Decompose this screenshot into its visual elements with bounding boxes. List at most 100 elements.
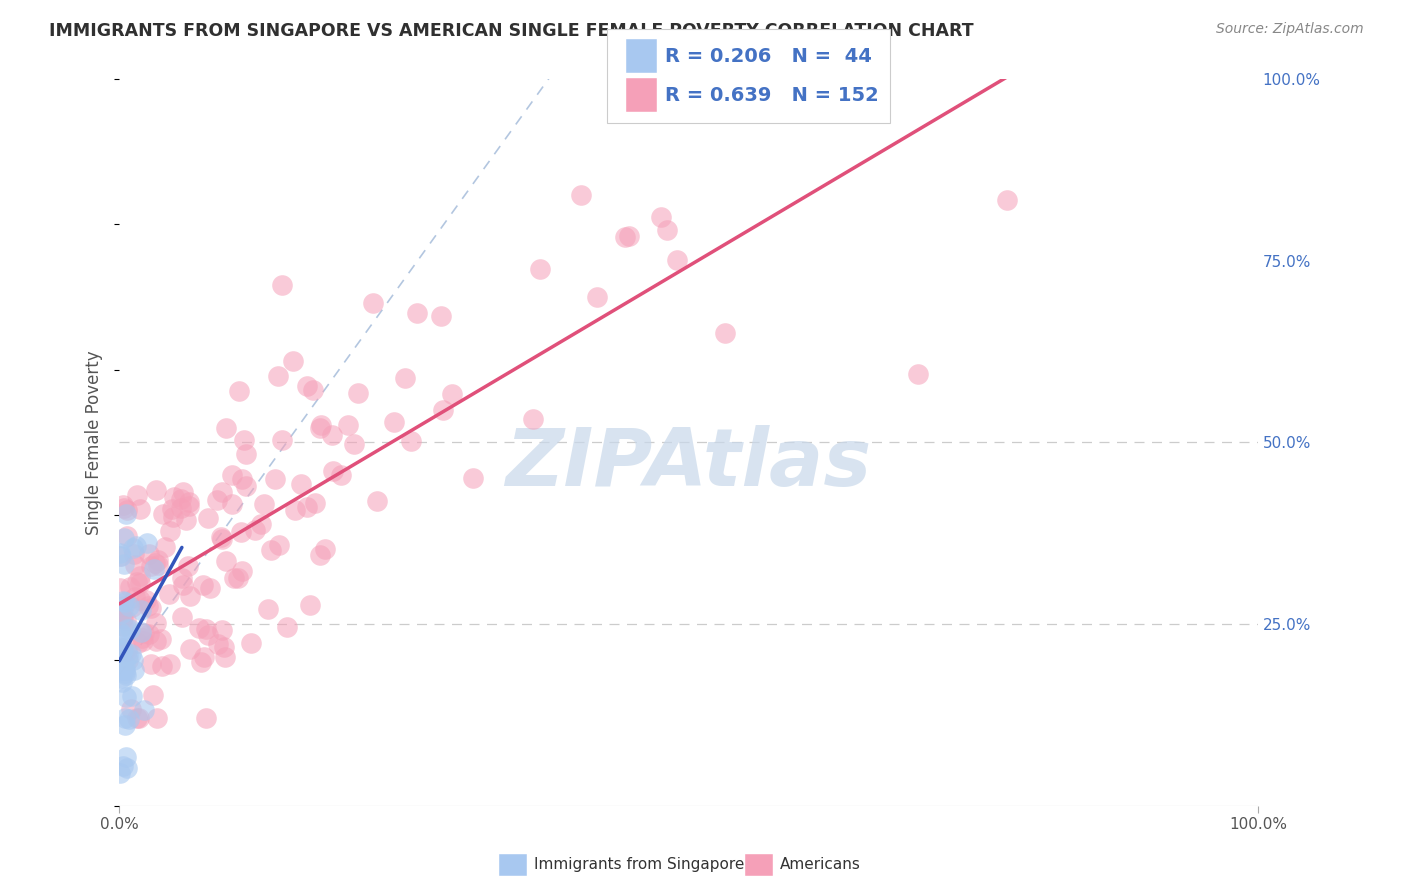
Point: [657, 223, 679, 237]
Point: [138, 626, 160, 640]
Point: [112, 611, 135, 625]
Point: [120, 647, 142, 661]
Point: [343, 437, 366, 451]
Point: [170, 571, 193, 585]
Point: [311, 417, 333, 432]
Point: [226, 571, 249, 585]
Point: [650, 210, 672, 224]
Point: [124, 558, 146, 572]
Point: [114, 750, 136, 764]
Point: [174, 513, 197, 527]
Point: [432, 402, 454, 417]
Point: [239, 636, 262, 650]
Point: [260, 543, 283, 558]
Point: [141, 559, 163, 574]
Point: [176, 559, 198, 574]
Point: [177, 499, 200, 513]
Point: [122, 663, 145, 677]
Point: [114, 595, 136, 609]
Point: [139, 600, 162, 615]
Point: [321, 427, 343, 442]
Point: [134, 625, 156, 640]
Point: [366, 494, 388, 508]
Point: [522, 411, 544, 425]
Point: [108, 640, 131, 655]
Point: [127, 574, 149, 589]
Point: [143, 557, 166, 571]
Point: [666, 253, 689, 268]
Point: [111, 610, 134, 624]
Point: [172, 577, 194, 591]
Point: [179, 642, 201, 657]
Point: [146, 711, 169, 725]
Text: ZIPAtlas: ZIPAtlas: [505, 425, 872, 503]
Point: [112, 557, 135, 571]
Point: [215, 554, 238, 568]
Point: [228, 384, 250, 399]
Point: [118, 622, 141, 636]
Point: [115, 668, 138, 682]
Point: [430, 309, 453, 323]
Point: [304, 496, 326, 510]
Point: [111, 644, 134, 658]
Point: [299, 598, 322, 612]
Point: [115, 690, 138, 705]
Point: [463, 471, 485, 485]
Point: [190, 655, 212, 669]
Point: [111, 606, 134, 620]
Point: [127, 635, 149, 649]
Text: Immigrants from Singapore: Immigrants from Singapore: [534, 857, 745, 872]
Point: [235, 479, 257, 493]
Point: [145, 634, 167, 648]
Point: [115, 503, 138, 517]
Point: [142, 689, 165, 703]
Point: [114, 658, 136, 673]
Point: [162, 510, 184, 524]
Point: [997, 193, 1019, 207]
Point: [322, 464, 344, 478]
Point: [267, 369, 290, 384]
Point: [132, 633, 155, 648]
Point: [209, 530, 232, 544]
Point: [179, 589, 201, 603]
Point: [128, 569, 150, 583]
Point: [132, 703, 155, 717]
Point: [215, 421, 238, 435]
Point: [122, 547, 145, 561]
Point: [112, 593, 135, 607]
Point: [337, 417, 360, 432]
Point: [108, 582, 131, 596]
Point: [112, 500, 135, 515]
Point: [121, 541, 143, 555]
Point: [120, 580, 142, 594]
Point: [138, 547, 160, 561]
Point: [221, 468, 243, 483]
Y-axis label: Single Female Poverty: Single Female Poverty: [86, 350, 103, 534]
Point: [214, 650, 236, 665]
Point: [308, 548, 330, 562]
Point: [243, 523, 266, 537]
Point: [117, 648, 139, 662]
Point: [295, 379, 318, 393]
Point: [111, 674, 134, 689]
Point: [160, 501, 183, 516]
Point: [135, 592, 157, 607]
Point: [172, 609, 194, 624]
Point: [110, 660, 132, 674]
Point: [170, 500, 193, 515]
Point: [394, 371, 416, 385]
Point: [111, 663, 134, 677]
Point: [114, 613, 136, 627]
Point: [145, 616, 167, 631]
Point: [110, 605, 132, 619]
Point: [205, 492, 228, 507]
Point: [114, 663, 136, 677]
Point: [146, 558, 169, 573]
Point: [110, 549, 132, 563]
Point: [295, 500, 318, 515]
Text: R = 0.639   N = 152: R = 0.639 N = 152: [665, 86, 879, 105]
Point: [114, 665, 136, 680]
Point: [150, 632, 173, 647]
Point: [714, 326, 737, 340]
Point: [170, 491, 193, 506]
